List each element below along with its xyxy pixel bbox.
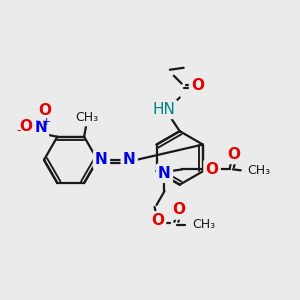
Text: HN: HN (152, 102, 175, 117)
Text: -: - (16, 124, 21, 137)
Text: O: O (151, 213, 164, 228)
Text: O: O (38, 103, 51, 118)
Text: O: O (172, 202, 185, 217)
Text: CH₃: CH₃ (76, 111, 99, 124)
Text: N: N (95, 152, 108, 167)
Text: +: + (42, 117, 51, 127)
Text: O: O (206, 162, 218, 177)
Text: CH₃: CH₃ (192, 218, 215, 231)
Text: O: O (191, 78, 204, 93)
Text: O: O (19, 119, 32, 134)
Text: N: N (158, 166, 171, 181)
Text: N: N (34, 120, 47, 135)
Text: CH₃: CH₃ (248, 164, 271, 177)
Text: O: O (227, 147, 240, 162)
Text: N: N (123, 152, 136, 167)
